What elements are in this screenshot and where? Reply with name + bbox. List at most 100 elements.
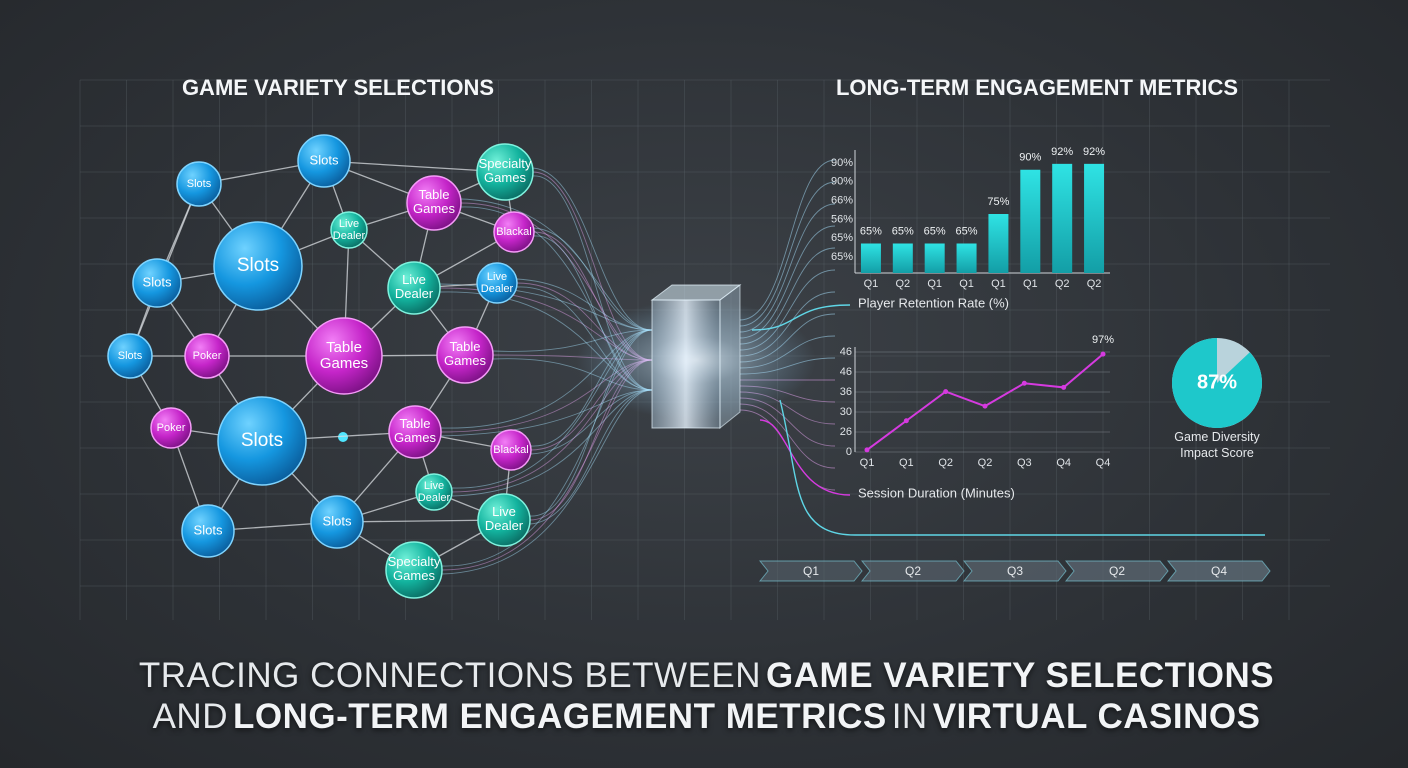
title-line-2: AND LONG-TERM ENGAGEMENT METRICS IN VIRTUAL… [0,697,1408,737]
value-label: 87% [1197,371,1237,393]
x-tick-label: Q1 [1023,278,1038,290]
node [406,175,462,231]
point [1100,351,1106,357]
arrow-line [759,419,851,496]
chart-caption: Session Duration (Minutes) [858,485,1015,500]
timeline-segment [860,560,965,582]
x-tick-label: Q2 [1055,278,1070,290]
title-part: AND [152,697,228,736]
node-label: Slots [323,513,352,528]
node-label: Poker [157,422,186,434]
chart-caption: Player Retention Rate (%) [858,295,1009,310]
point [903,418,909,424]
node-label: Slots [241,430,283,451]
pie-slice [1172,338,1262,429]
y-tick-label: 90% [831,157,853,169]
arrow-line [779,399,1265,536]
node-label: Table Games [444,339,486,368]
x-tick-label: Q3 [1017,457,1032,469]
value-label: 65% [924,225,946,237]
y-tick-label: 65% [831,251,853,263]
node-label: Live Dealer [333,218,366,242]
node [150,407,192,449]
x-tick-label: Q1 [899,457,914,469]
edge [323,160,506,173]
y-tick-label: 66% [831,195,853,207]
value-label: 92% [1051,146,1073,158]
node-label: Blackal [496,226,531,238]
node-label: Specialty Games [479,156,532,185]
y-tick-label: 46 [840,346,852,358]
value-label: 65% [860,225,882,237]
x-tick-label: Q4 [1056,457,1071,469]
x-tick-label: Q4 [1096,457,1111,469]
x-tick-label: Q2 [938,457,953,469]
timeline-label: Q1 [803,564,819,578]
left-heading: GAME VARIETY SELECTIONS [182,75,494,100]
x-tick-label: Q1 [927,278,942,290]
x-tick-label: Q1 [991,278,1006,290]
y-tick-label: 90% [831,176,853,188]
timeline-label: Q2 [905,564,921,578]
right-heading: LONG-TERM ENGAGEMENT METRICS [836,75,1238,100]
bar [1020,169,1041,273]
bar [924,243,945,273]
node-label: Slots [194,522,223,537]
node-label: Live Dealer [395,272,434,301]
bar [988,214,1009,273]
node [493,211,535,253]
node-label: Table Games [413,187,455,216]
point [1021,380,1027,386]
node-label: Slots [237,255,279,276]
value-label: 75% [987,196,1009,208]
y-tick-label: 46 [840,366,852,378]
charts: 90% 90% 66% 56% 65% 65% 65% Q1 65% Q2 65% Q1 65% Q1 75… [831,146,1262,500]
edge [336,519,505,523]
node [477,493,531,547]
node [217,396,307,486]
network-nodes: Slots Slots Slots Slots Slots Poker Table Games… [107,134,535,599]
title-part: TRACING CONNECTIONS BETWEEN [138,656,762,695]
node [476,262,518,304]
y-tick-label: 0 [846,446,852,458]
title-part: IN [891,697,928,736]
title-line-1: TRACING CONNECTIONS BETWEEN GAME VARIETY … [0,656,1408,696]
node [176,161,222,207]
node [213,221,303,311]
bar [860,243,881,273]
x-tick-label: Q2 [1087,278,1102,290]
node [385,541,443,599]
node [297,134,351,188]
timeline-label: Q4 [1211,564,1227,578]
value-label: 90% [1019,152,1041,164]
node [387,261,441,315]
x-tick-label: Q2 [895,278,910,290]
node-label: Slots [310,152,339,167]
point [982,403,988,409]
node-label: Live Dealer [485,504,524,533]
fiber [441,389,653,575]
node [132,258,182,308]
point [943,389,949,395]
title-part: LONG-TERM ENGAGEMENT METRICS [232,697,887,736]
node [181,504,235,558]
y-tick-label: 56% [831,213,853,225]
x-tick-label: Q1 [959,278,974,290]
timeline-segment [1166,560,1271,582]
point [1061,384,1067,390]
value-label: 92% [1083,146,1105,158]
y-tick-label: 30 [840,406,852,418]
node [476,143,534,201]
node [330,211,368,249]
node-label: Poker [193,350,222,362]
title-part: VIRTUAL CASINOS [932,697,1261,736]
value-label: 65% [956,225,978,237]
y-tick-label: 36 [840,386,852,398]
node-label: Table Games [320,339,368,372]
node-label: Slots [187,178,212,190]
timeline-label: Q3 [1007,564,1023,578]
fiber [739,159,836,321]
bar [892,243,913,273]
